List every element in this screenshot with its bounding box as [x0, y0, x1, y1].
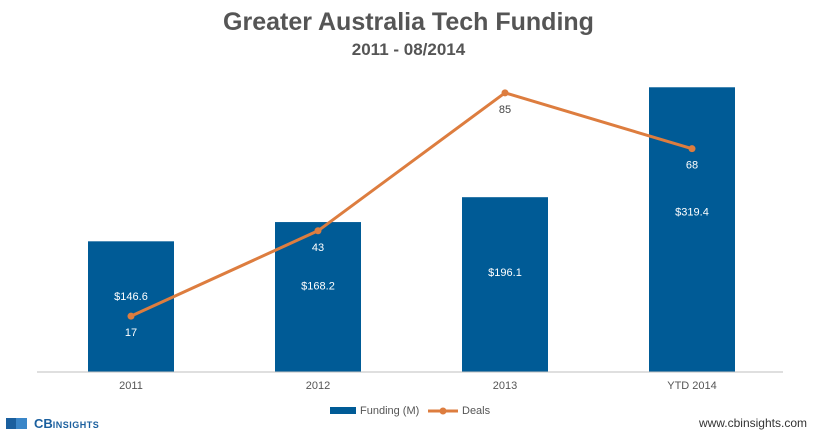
deals-point-3: [688, 145, 696, 153]
legend-swatch-funding: [330, 407, 356, 414]
deals-point-1: [314, 227, 322, 235]
bar-label-1: $168.2: [301, 281, 335, 293]
brand-mark-icon: [6, 416, 32, 430]
deals-point-2: [501, 89, 509, 97]
bar-funding-1: [275, 222, 361, 372]
deals-label-0: 17: [125, 327, 137, 339]
bar-funding-0: [88, 241, 174, 372]
deals-line: [129, 91, 694, 318]
deals-point-0: [127, 312, 135, 320]
deals-label-2: 85: [499, 104, 511, 116]
deals-label-1: 43: [312, 242, 324, 254]
bar-label-3: $319.4: [675, 206, 709, 218]
legend-label-funding: Funding (M): [360, 405, 419, 417]
chart-subtitle: 2011 - 08/2014: [351, 40, 466, 59]
legend-label-deals: Deals: [462, 405, 491, 417]
brand-suffix: INSIGHTS: [52, 419, 100, 430]
x-tick-label-2: 2013: [493, 380, 517, 392]
x-tick-label-0: 2011: [119, 380, 143, 392]
x-tick-label-3: YTD 2014: [667, 380, 717, 392]
bar-label-2: $196.1: [488, 267, 522, 279]
bar-funding-2: [462, 197, 548, 372]
bar-label-0: $146.6: [114, 291, 148, 303]
legend-marker-deals: [439, 407, 447, 415]
chart-title: Greater Australia Tech Funding: [223, 8, 594, 36]
x-tick-label-1: 2012: [306, 380, 330, 392]
website-url: www.cbinsights.com: [698, 416, 807, 430]
deals-label-3: 68: [686, 160, 698, 172]
bar-funding-3: [649, 87, 735, 373]
brand-name: CB: [34, 415, 53, 431]
brand-logo: CBINSIGHTS: [6, 414, 99, 432]
